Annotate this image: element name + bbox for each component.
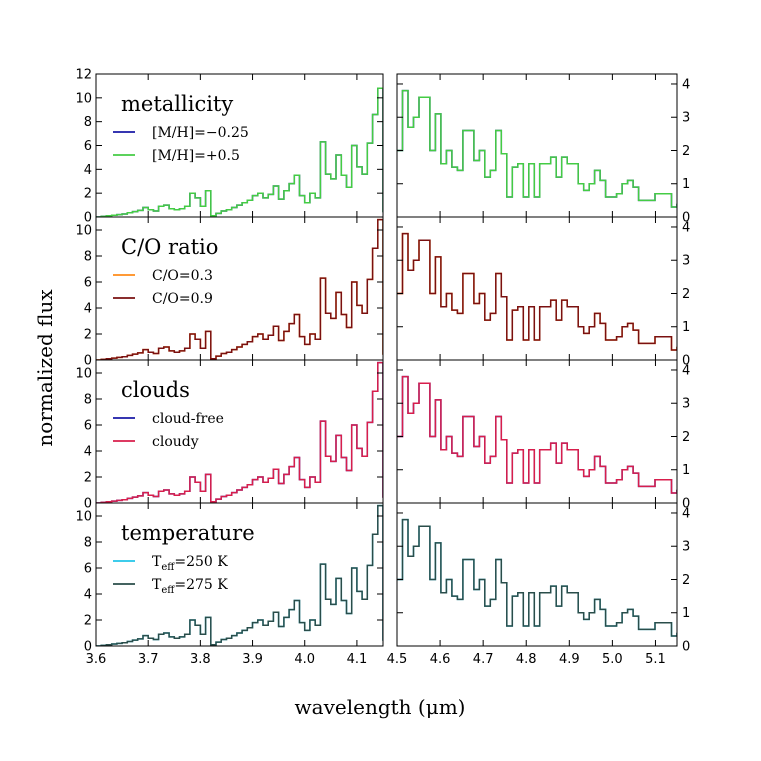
axes-frame-right-3 (396, 359, 678, 504)
y-tick-label-left-1-1: 2 (84, 187, 92, 202)
series-right-3-2 (397, 375, 677, 494)
x-axis-label: wavelength (μm) (295, 695, 466, 719)
series-right-2-1 (397, 232, 677, 351)
panel-row-4: 0 2 4 6 8 10 3.6 3.7 3.8 3.9 4.0 4.1 0 1 2 3 4 4.5 4.6 4.7 4… (75, 502, 690, 667)
series-right-1-1 (397, 89, 677, 208)
panel-row-1: 02468101201234metallicity[M/H]=−0.25[M/H… (75, 68, 690, 226)
y-tick-label-left-1-6: 12 (75, 68, 92, 83)
y-tick-label-right-4-2: 2 (682, 573, 690, 588)
y-tick-label-right-4-0: 0 (682, 640, 690, 655)
axes-frame-left-4 (95, 502, 384, 647)
x-tick-label-right-4: 4.9 (559, 652, 580, 667)
y-tick-label-left-1-3: 6 (84, 139, 92, 154)
axes-frame-right-2 (396, 216, 678, 361)
legend-label-1-1: [M/H]=−0.25 (152, 125, 249, 141)
y-tick-label-left-2-2: 4 (84, 302, 92, 317)
legend-label-2-2: C/O=0.9 (152, 291, 213, 307)
y-tick-label-left-3-2: 4 (84, 445, 92, 460)
panel-grid: 02468101201234metallicity[M/H]=−0.25[M/H… (75, 68, 690, 668)
y-tick-label-left-4-3: 6 (84, 562, 92, 577)
panel-row-3: 0 2 4 6 8 10 0 1 2 3 4 clouds cloud-free cloudy (75, 359, 690, 512)
x-tick-label-left-2: 3.8 (190, 652, 211, 667)
y-tick-label-left-3-5: 10 (75, 367, 92, 382)
panel-title-4: temperature (121, 521, 255, 545)
y-tick-label-left-4-0: 0 (84, 640, 92, 655)
y-tick-label-left-4-4: 8 (84, 536, 92, 551)
y-tick-label-right-2-0: 0 (682, 354, 690, 369)
x-tick-label-right-2: 4.7 (473, 652, 494, 667)
y-tick-label-left-2-1: 2 (84, 328, 92, 343)
x-tick-label-right-1: 4.6 (430, 652, 451, 667)
y-tick-label-right-2-2: 2 (682, 287, 690, 302)
legend-label-4-1: Teff=250 K (152, 554, 228, 573)
x-tick-label-right-6: 5.1 (645, 652, 666, 667)
y-tick-label-right-3-1: 1 (682, 463, 690, 478)
y-axis-label: normalized flux (33, 289, 57, 447)
y-tick-label-right-4-1: 1 (682, 606, 690, 621)
series-right-1-2 (397, 89, 677, 208)
y-tick-label-left-2-0: 0 (84, 354, 92, 369)
y-tick-label-left-1-4: 8 (84, 115, 92, 130)
x-tick-label-left-1: 3.7 (138, 652, 159, 667)
y-tick-label-right-4-4: 4 (682, 506, 690, 521)
x-tick-label-left-5: 4.1 (347, 652, 368, 667)
y-tick-label-right-2-1: 1 (682, 320, 690, 335)
y-tick-label-right-3-3: 3 (682, 397, 690, 412)
y-tick-label-right-1-3: 3 (682, 111, 690, 126)
y-tick-label-left-3-3: 6 (84, 419, 92, 434)
panel-title-3: clouds (121, 378, 190, 402)
y-tick-label-left-4-5: 10 (75, 510, 92, 525)
y-tick-label-left-2-4: 8 (84, 250, 92, 265)
y-tick-label-right-2-3: 3 (682, 254, 690, 269)
series-left-4-2 (96, 504, 383, 646)
axes-frame-right-4 (396, 502, 678, 647)
y-tick-label-left-1-5: 10 (75, 91, 92, 106)
series-right-4-2 (397, 518, 677, 637)
y-tick-label-left-1-2: 4 (84, 163, 92, 178)
series-right-2-2 (397, 232, 677, 351)
y-tick-label-right-1-2: 2 (682, 144, 690, 159)
legend-label-1-2: [M/H]=+0.5 (152, 148, 240, 164)
panel-title-2: C/O ratio (121, 235, 218, 259)
y-tick-label-right-3-0: 0 (682, 497, 690, 512)
legend-label-2-1: C/O=0.3 (152, 268, 213, 284)
y-tick-label-left-4-1: 2 (84, 614, 92, 629)
series-right-3-1 (397, 375, 677, 494)
y-tick-label-right-1-0: 0 (682, 211, 690, 226)
panel-row-2: 0 2 4 6 8 10 0 1 2 3 4 C/O ratio C/O=0.3 C/O=0.9 (75, 216, 690, 369)
y-tick-label-right-2-4: 4 (682, 220, 690, 235)
y-tick-label-right-3-2: 2 (682, 430, 690, 445)
y-tick-label-right-4-3: 3 (682, 540, 690, 555)
x-tick-label-right-5: 5.0 (602, 652, 623, 667)
y-tick-label-left-3-1: 2 (84, 471, 92, 486)
x-tick-label-left-3: 3.9 (242, 652, 263, 667)
x-tick-label-right-3: 4.8 (516, 652, 537, 667)
y-tick-label-right-1-4: 4 (682, 77, 690, 92)
series-right-4-1 (397, 518, 677, 637)
series-left-1-2 (96, 87, 383, 217)
y-tick-label-left-4-2: 4 (84, 588, 92, 603)
axes-frame-right-1 (396, 73, 678, 218)
panel-title-1: metallicity (121, 92, 233, 116)
series-left-2-2 (96, 218, 383, 360)
y-tick-label-left-3-0: 0 (84, 497, 92, 512)
legend-label-4-2: Teff=275 K (152, 577, 228, 596)
y-tick-label-left-3-4: 8 (84, 393, 92, 408)
legend-label-3-2: cloudy (152, 434, 199, 450)
series-left-3-2 (96, 361, 383, 503)
y-tick-label-right-3-4: 4 (682, 363, 690, 378)
x-tick-label-right-0: 4.5 (387, 652, 408, 667)
x-tick-label-left-0: 3.6 (86, 652, 107, 667)
legend-label-3-1: cloud-free (152, 411, 224, 427)
y-tick-label-left-2-5: 10 (75, 224, 92, 239)
y-tick-label-right-1-1: 1 (682, 177, 690, 192)
y-tick-label-left-1-0: 0 (84, 211, 92, 226)
y-tick-label-left-2-3: 6 (84, 276, 92, 291)
x-tick-label-left-4: 4.0 (294, 652, 315, 667)
